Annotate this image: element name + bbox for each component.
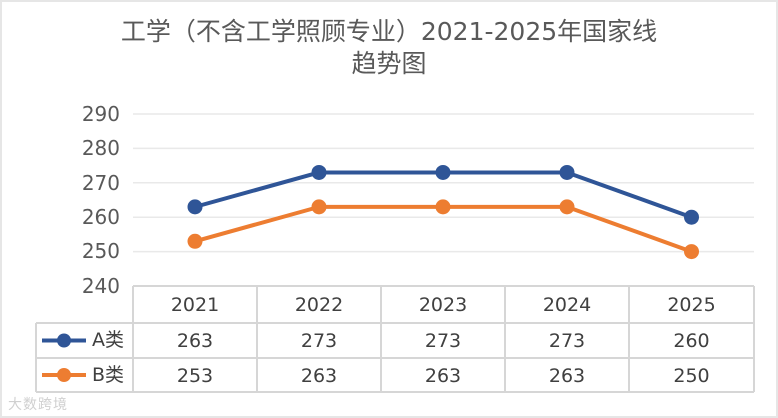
y-tick: 290: [81, 102, 120, 126]
data-point: [559, 199, 575, 215]
table-value: 263: [300, 365, 338, 387]
data-point: [684, 244, 699, 260]
x-category-label: 2023: [418, 294, 468, 316]
data-point: [187, 233, 203, 249]
title-line-1: 工学（不含工学照顾专业）2021-2025年国家线: [120, 17, 658, 46]
y-tick: 270: [81, 171, 120, 195]
data-point: [187, 199, 203, 215]
table-value: 273: [548, 330, 586, 352]
title-line-2: 趋势图: [351, 49, 427, 78]
data-point: [311, 199, 327, 215]
table-value: 253: [176, 365, 214, 387]
watermark: 大数跨境: [8, 397, 68, 413]
x-category-label: 2021: [170, 294, 220, 316]
y-tick: 280: [81, 136, 120, 160]
legend-label: A类: [92, 329, 124, 351]
data-point: [684, 209, 699, 225]
x-category-label: 2025: [667, 294, 716, 316]
legend-marker-icon: [57, 368, 71, 382]
x-category-label: 2022: [294, 294, 344, 316]
data-point: [435, 199, 451, 215]
data-point: [559, 164, 575, 180]
data-point: [435, 164, 451, 180]
chart-title: 工学（不含工学照顾专业）2021-2025年国家线 趋势图: [0, 16, 778, 80]
legend-label: B类: [92, 364, 125, 386]
table-value: 263: [548, 365, 586, 387]
x-category-label: 2024: [542, 294, 592, 316]
table-value: 250: [673, 365, 710, 387]
table-value: 260: [673, 330, 710, 352]
table-value: 273: [424, 330, 462, 352]
y-tick: 260: [81, 205, 120, 229]
table-value: 263: [424, 365, 462, 387]
table-value: 263: [176, 330, 214, 352]
y-tick: 250: [81, 239, 120, 263]
y-tick: 240: [81, 274, 120, 298]
data-point: [311, 164, 327, 180]
legend-marker-icon: [57, 333, 71, 348]
table-value: 273: [300, 330, 338, 352]
